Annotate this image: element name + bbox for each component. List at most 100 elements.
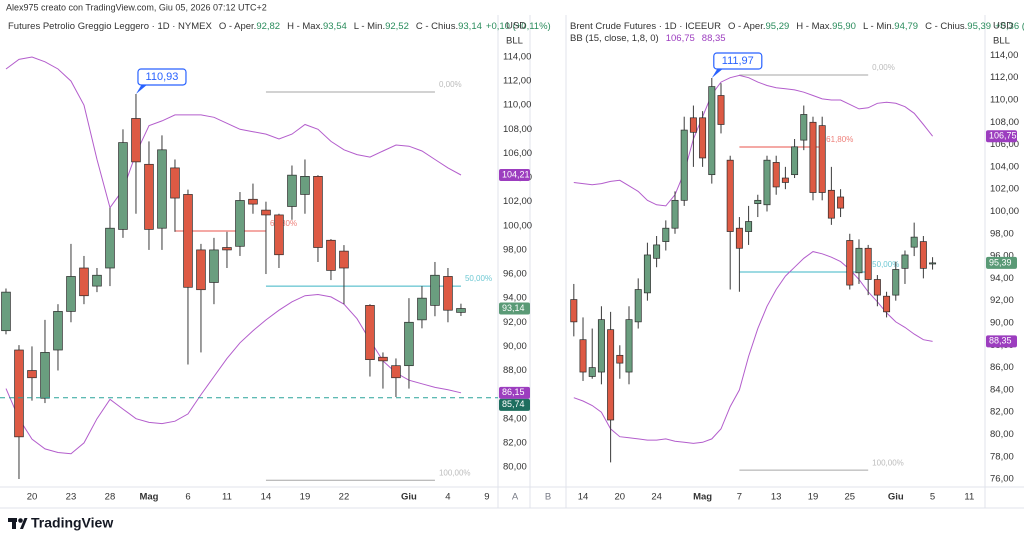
ohlc-label: C - Chius. [416,21,458,32]
candle-body [274,214,284,256]
candle-body [588,367,596,377]
y-tick-label: 84,00 [503,413,527,424]
candle-body [864,247,872,280]
candle-body [261,209,271,216]
y-tick-label: 96,00 [503,269,527,280]
callout-box [713,52,763,70]
y-tick-label: 80,00 [990,429,1014,440]
candle-body [105,227,115,269]
instrument-name: Futures Petrolio Greggio Leggero · 1D · … [8,21,212,32]
ohlc-value: 95,39 [967,21,991,32]
y-tick-label: 100,00 [990,206,1019,217]
candle-body [131,118,141,163]
candle-body [209,249,219,283]
fib-label: 50,00% [465,274,492,283]
callout-pointer [711,68,724,79]
y-tick-label: 90,00 [503,341,527,352]
scale-button: B [545,492,551,503]
y-tick-label: 112,00 [503,76,531,87]
price-tag [986,256,1017,269]
candle-body [144,163,154,230]
y-tick-label: 102,00 [503,196,532,207]
y-tick-label: 110,00 [990,94,1018,105]
candle-body [170,167,180,199]
ohlc-value: 92,52 [385,21,409,32]
x-tick-label: 5 [930,492,935,503]
bollinger-band [5,293,462,455]
x-tick-label: 20 [27,492,38,503]
candle-body [53,311,63,351]
candle-body [404,321,414,367]
candle-body [607,329,615,421]
y-tick-label: 106,00 [990,139,1019,150]
fib-label: 50,00% [872,260,899,269]
candle-body [118,142,128,230]
credit: Alex975 creato con TradingView.com, Giu … [6,2,267,12]
fib-label: 61,80% [826,135,853,144]
candle-body [791,146,799,176]
candle-body [79,267,89,297]
candle-body [616,354,624,364]
candle-body [339,250,349,269]
candle-body [391,365,401,379]
x-tick-label: 24 [651,492,662,503]
candle-body [92,274,102,287]
candle-body [248,198,258,205]
candle-body [66,276,76,312]
change: +0,36 (+0,38%) [995,21,1024,32]
y-tick-label: 88,00 [503,365,527,376]
candle-body [929,262,937,265]
fib-label: 0,00% [439,80,462,89]
candle-body [680,129,688,201]
candle-body [735,227,743,249]
candle-body [809,121,817,193]
price-tag [499,386,530,399]
price-tag-label: 93,14 [502,303,525,313]
x-tick-label: 4 [445,492,450,503]
candle-body [643,254,651,294]
candle-body [634,289,642,323]
ohlc-value: 93,54 [323,21,347,32]
candle-body [443,276,453,311]
indicator-label: BB (15, close, 1,8, 0) [570,33,659,44]
fib-label: 0,00% [872,63,895,72]
price-tag-label: 104,21 [502,169,530,179]
candle-body [763,159,771,206]
ohlc-label: L - Min. [863,21,894,32]
x-tick-label: 7 [737,492,742,503]
x-tick-label: 23 [66,492,77,503]
ohlc-label: H - Max. [287,21,323,32]
bollinger-band [573,251,933,444]
y-tick-label: 92,00 [990,295,1014,306]
candle-body [846,240,854,286]
change: +0,10 (+0,11%) [486,21,551,32]
price-tag [499,398,530,411]
y-tick-label: 114,00 [990,50,1018,61]
candle-body [235,200,245,247]
callout-label: 111,97 [722,55,754,67]
price-tag [499,302,530,315]
price-tag-label: 85,74 [502,399,525,409]
y-tick-label: 108,00 [990,117,1019,128]
y-tick-label: 98,00 [503,244,527,255]
price-tag-label: 95,39 [989,257,1012,267]
y-tick-label: 100,00 [503,220,532,231]
indicator-legend: BB (15, close, 1,8, 0) 106,75 88,35 [570,33,726,44]
x-tick-label: 19 [808,492,819,503]
fib-label: 100,00% [439,468,471,477]
candle-body [417,297,427,321]
x-tick-label: 11 [222,492,232,503]
x-tick-label: 19 [300,492,311,503]
candle-body [837,196,845,209]
candle-body [892,269,900,296]
y-tick-label: 114,00 [503,51,531,62]
price-tag-label: 86,15 [502,387,525,397]
candle-body [27,370,37,379]
y-tick-label: 94,00 [503,293,527,304]
chart-header: Futures Petrolio Greggio Leggero · 1D · … [8,21,551,32]
y-tick-label: 104,00 [990,161,1019,172]
bollinger-band [5,56,462,209]
instrument-name: Brent Crude Futures · 1D · ICEEUR [570,21,721,32]
candle-body [662,227,670,242]
candle-body [183,194,193,288]
